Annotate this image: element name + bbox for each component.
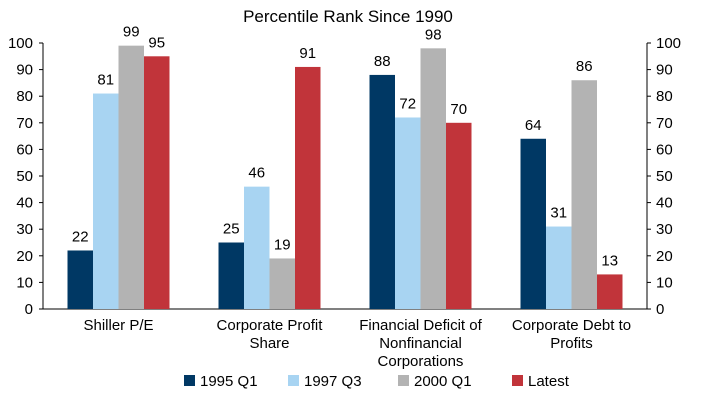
bar (269, 258, 295, 309)
right-y-tick-label: 90 (656, 62, 673, 79)
legend-swatch (512, 375, 523, 386)
left-y-tick-label: 30 (16, 221, 33, 238)
bar (597, 274, 623, 309)
left-y-tick-label: 60 (16, 141, 33, 158)
bar (118, 45, 144, 309)
legend-swatch (288, 375, 299, 386)
left-y-tick-label: 70 (16, 115, 33, 132)
bar (446, 122, 472, 309)
legend-label: 2000 Q1 (414, 373, 472, 390)
right-y-tick-label: 20 (656, 248, 673, 265)
data-label: 98 (425, 26, 442, 43)
legend-label: 1995 Q1 (200, 373, 258, 390)
category-label: Financial Deficit of Nonfinancial Corporat… (359, 317, 482, 370)
right-y-tick-label: 10 (656, 274, 673, 291)
left-y-tick-label: 20 (16, 248, 33, 265)
data-label: 91 (299, 45, 316, 62)
legend-swatch (184, 375, 195, 386)
bar (244, 186, 270, 309)
bar (571, 80, 597, 310)
chart-title: Percentile Rank Since 1990 (243, 7, 453, 26)
data-label: 99 (123, 24, 140, 41)
legend-label: Latest (528, 373, 570, 390)
legend-label: 1997 Q3 (304, 373, 362, 390)
left-y-tick-label: 40 (16, 195, 33, 212)
data-label: 19 (274, 236, 291, 253)
category-label: Corporate Debt to Profits (512, 317, 631, 352)
right-y-tick-label: 80 (656, 88, 673, 105)
category-label: Shiller P/E (83, 317, 153, 334)
bar (67, 250, 93, 309)
data-label: 70 (450, 101, 467, 118)
plot-area: 0 0 10 10 20 20 30 30 40 40 50 50 60 60 70 70 80 80 90 90 10… (8, 24, 681, 370)
data-label: 72 (399, 95, 416, 112)
bar (295, 66, 321, 309)
bar (395, 117, 421, 309)
bar (369, 74, 395, 309)
right-y-tick-label: 50 (656, 168, 673, 185)
data-label: 13 (601, 252, 618, 269)
right-y-tick-label: 0 (656, 301, 664, 318)
bar (144, 56, 170, 309)
left-y-tick-label: 100 (8, 35, 33, 52)
left-y-tick-label: 10 (16, 274, 33, 291)
bar (520, 138, 546, 309)
data-label: 31 (550, 205, 567, 222)
right-y-tick-label: 100 (656, 35, 681, 52)
left-y-tick-label: 90 (16, 62, 33, 79)
data-label: 46 (248, 165, 265, 182)
data-label: 25 (223, 221, 240, 238)
right-y-tick-label: 30 (656, 221, 673, 238)
legend-swatch (398, 375, 409, 386)
bar (218, 242, 244, 309)
bar (93, 93, 119, 309)
bar (420, 48, 446, 309)
data-label: 95 (148, 34, 165, 51)
data-label: 22 (72, 228, 89, 245)
right-y-tick-label: 40 (656, 195, 673, 212)
data-label: 64 (525, 117, 542, 134)
category-label: Corporate Profit Share (217, 317, 324, 352)
right-y-tick-label: 70 (656, 115, 673, 132)
legend: 1995 Q1 1997 Q3 2000 Q1 Latest (184, 373, 570, 390)
left-y-tick-label: 80 (16, 88, 33, 105)
right-y-tick-label: 60 (656, 141, 673, 158)
bar (546, 226, 572, 309)
data-label: 88 (374, 53, 391, 70)
left-y-tick-label: 50 (16, 168, 33, 185)
data-label: 81 (97, 72, 114, 89)
left-y-tick-label: 0 (25, 301, 33, 318)
data-label: 86 (576, 58, 593, 75)
